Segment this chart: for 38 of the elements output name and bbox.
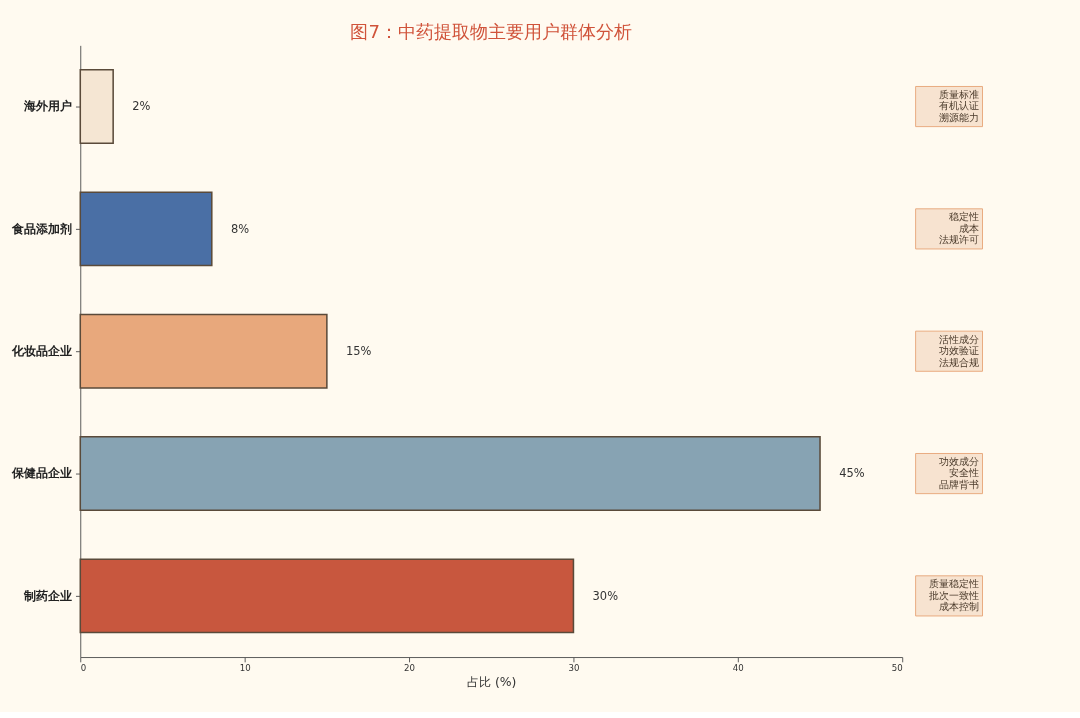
x-tick-label: 0 xyxy=(80,662,87,673)
data-label: 45% xyxy=(839,466,865,481)
text: 稳定性 xyxy=(948,211,979,223)
text: 质量标准 xyxy=(938,88,979,100)
x-tick-label: 50 xyxy=(891,662,903,673)
x-tick-label: 30 xyxy=(568,662,580,673)
y-tick-label: 海外用户 xyxy=(23,98,73,114)
y-tick-label: 保健品企业 xyxy=(11,465,73,481)
data-label: 2% xyxy=(132,99,151,114)
text: 成本 xyxy=(958,222,979,234)
text: 安全性 xyxy=(948,467,979,479)
data-label: 8% xyxy=(230,221,250,236)
bar xyxy=(79,313,328,389)
x-axis-title: 占比 (%) xyxy=(467,674,517,690)
bar xyxy=(79,436,821,512)
chart-title: 图7：中药提取物主要用户群体分析 xyxy=(350,20,633,42)
text: 活性成分 xyxy=(938,333,979,345)
x-tick-label: 20 xyxy=(404,662,416,673)
text: 批次一致性 xyxy=(928,589,979,601)
text: 法规许可 xyxy=(938,234,979,246)
bar xyxy=(79,69,114,145)
text: 品牌背书 xyxy=(938,478,979,490)
x-tick-label: 10 xyxy=(239,662,251,673)
text: 成本控制 xyxy=(938,601,979,613)
text: 溯源能力 xyxy=(938,111,979,123)
y-tick-label: 制药企业 xyxy=(23,587,73,603)
data-label: 15% xyxy=(345,344,372,359)
text: 有机认证 xyxy=(938,100,979,112)
bar xyxy=(79,191,213,267)
data-label: 30% xyxy=(592,588,619,603)
text: 法规合规 xyxy=(938,356,979,368)
bar xyxy=(79,558,575,634)
x-tick-label: 40 xyxy=(732,662,744,673)
text: 质量稳定性 xyxy=(928,578,979,590)
y-tick-label: 食品添加剂 xyxy=(11,220,73,236)
text: 功效验证 xyxy=(938,345,979,357)
text: 功效成分 xyxy=(938,455,979,467)
y-tick-label: 化妆品企业 xyxy=(11,343,73,359)
